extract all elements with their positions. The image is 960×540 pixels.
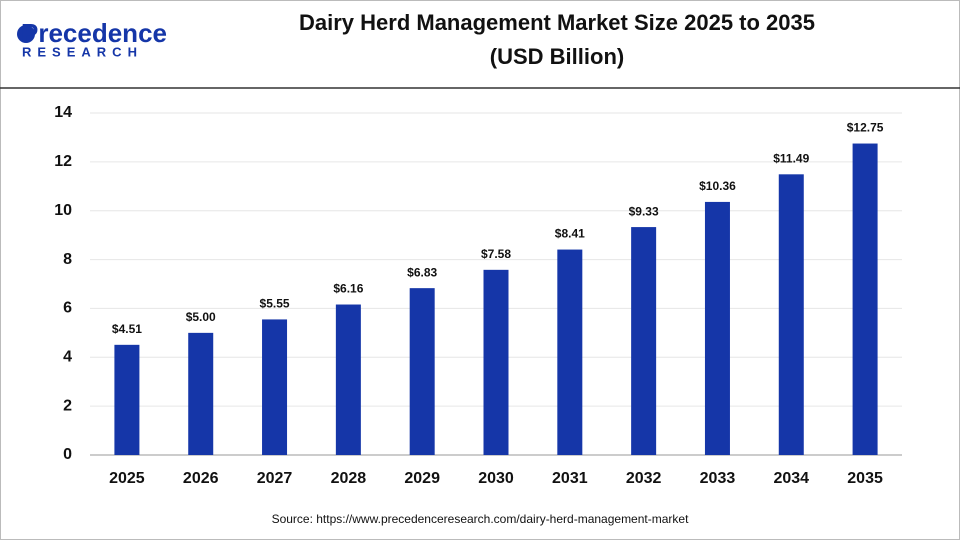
source-note: Source: https://www.precedenceresearch.c… — [272, 512, 690, 526]
x-tick-label: 2027 — [257, 470, 293, 487]
bar — [778, 174, 804, 455]
bar — [704, 201, 730, 455]
bar — [557, 249, 583, 455]
x-tick-label: 2035 — [847, 470, 883, 487]
value-label: $11.49 — [773, 151, 809, 165]
value-label: $4.51 — [112, 322, 142, 336]
bar — [114, 344, 140, 455]
x-tick-label: 2029 — [404, 470, 440, 487]
y-tick-label: 10 — [54, 202, 72, 219]
y-tick-label: 6 — [63, 300, 72, 317]
x-tick-label: 2034 — [773, 470, 809, 487]
bar — [852, 143, 878, 456]
x-tick-label: 2026 — [183, 470, 219, 487]
value-label: $9.33 — [629, 204, 659, 218]
x-tick-label: 2033 — [700, 470, 736, 487]
chart-title: Dairy Herd Management Market Size 2025 t… — [299, 10, 815, 35]
logo-icon — [17, 25, 35, 43]
value-label: $10.36 — [699, 179, 736, 193]
bar — [335, 304, 361, 455]
y-tick-label: 4 — [63, 349, 72, 366]
y-tick-label: 14 — [54, 104, 72, 121]
bar — [409, 288, 435, 455]
bar — [483, 269, 509, 455]
value-label: $8.41 — [555, 227, 585, 241]
value-label: $7.58 — [481, 247, 511, 261]
value-label: $6.16 — [333, 282, 363, 296]
value-label: $12.75 — [847, 121, 884, 135]
chart-title: (USD Billion) — [490, 44, 624, 69]
x-tick-label: 2028 — [331, 470, 367, 487]
y-tick-label: 8 — [63, 251, 72, 268]
value-label: $6.83 — [407, 265, 437, 279]
y-tick-label: 2 — [63, 397, 72, 414]
bar — [188, 332, 214, 455]
bar — [262, 319, 288, 455]
value-label: $5.00 — [186, 310, 216, 324]
logo-tagline: RESEARCH — [22, 44, 143, 59]
x-tick-label: 2025 — [109, 470, 145, 487]
logo-name: Precedence — [21, 18, 167, 48]
x-tick-label: 2030 — [478, 470, 514, 487]
y-tick-label: 0 — [63, 446, 72, 463]
x-tick-label: 2031 — [552, 470, 588, 487]
bar — [631, 227, 657, 455]
x-tick-label: 2032 — [626, 470, 662, 487]
value-label: $5.55 — [260, 297, 290, 311]
y-tick-label: 12 — [54, 153, 72, 170]
